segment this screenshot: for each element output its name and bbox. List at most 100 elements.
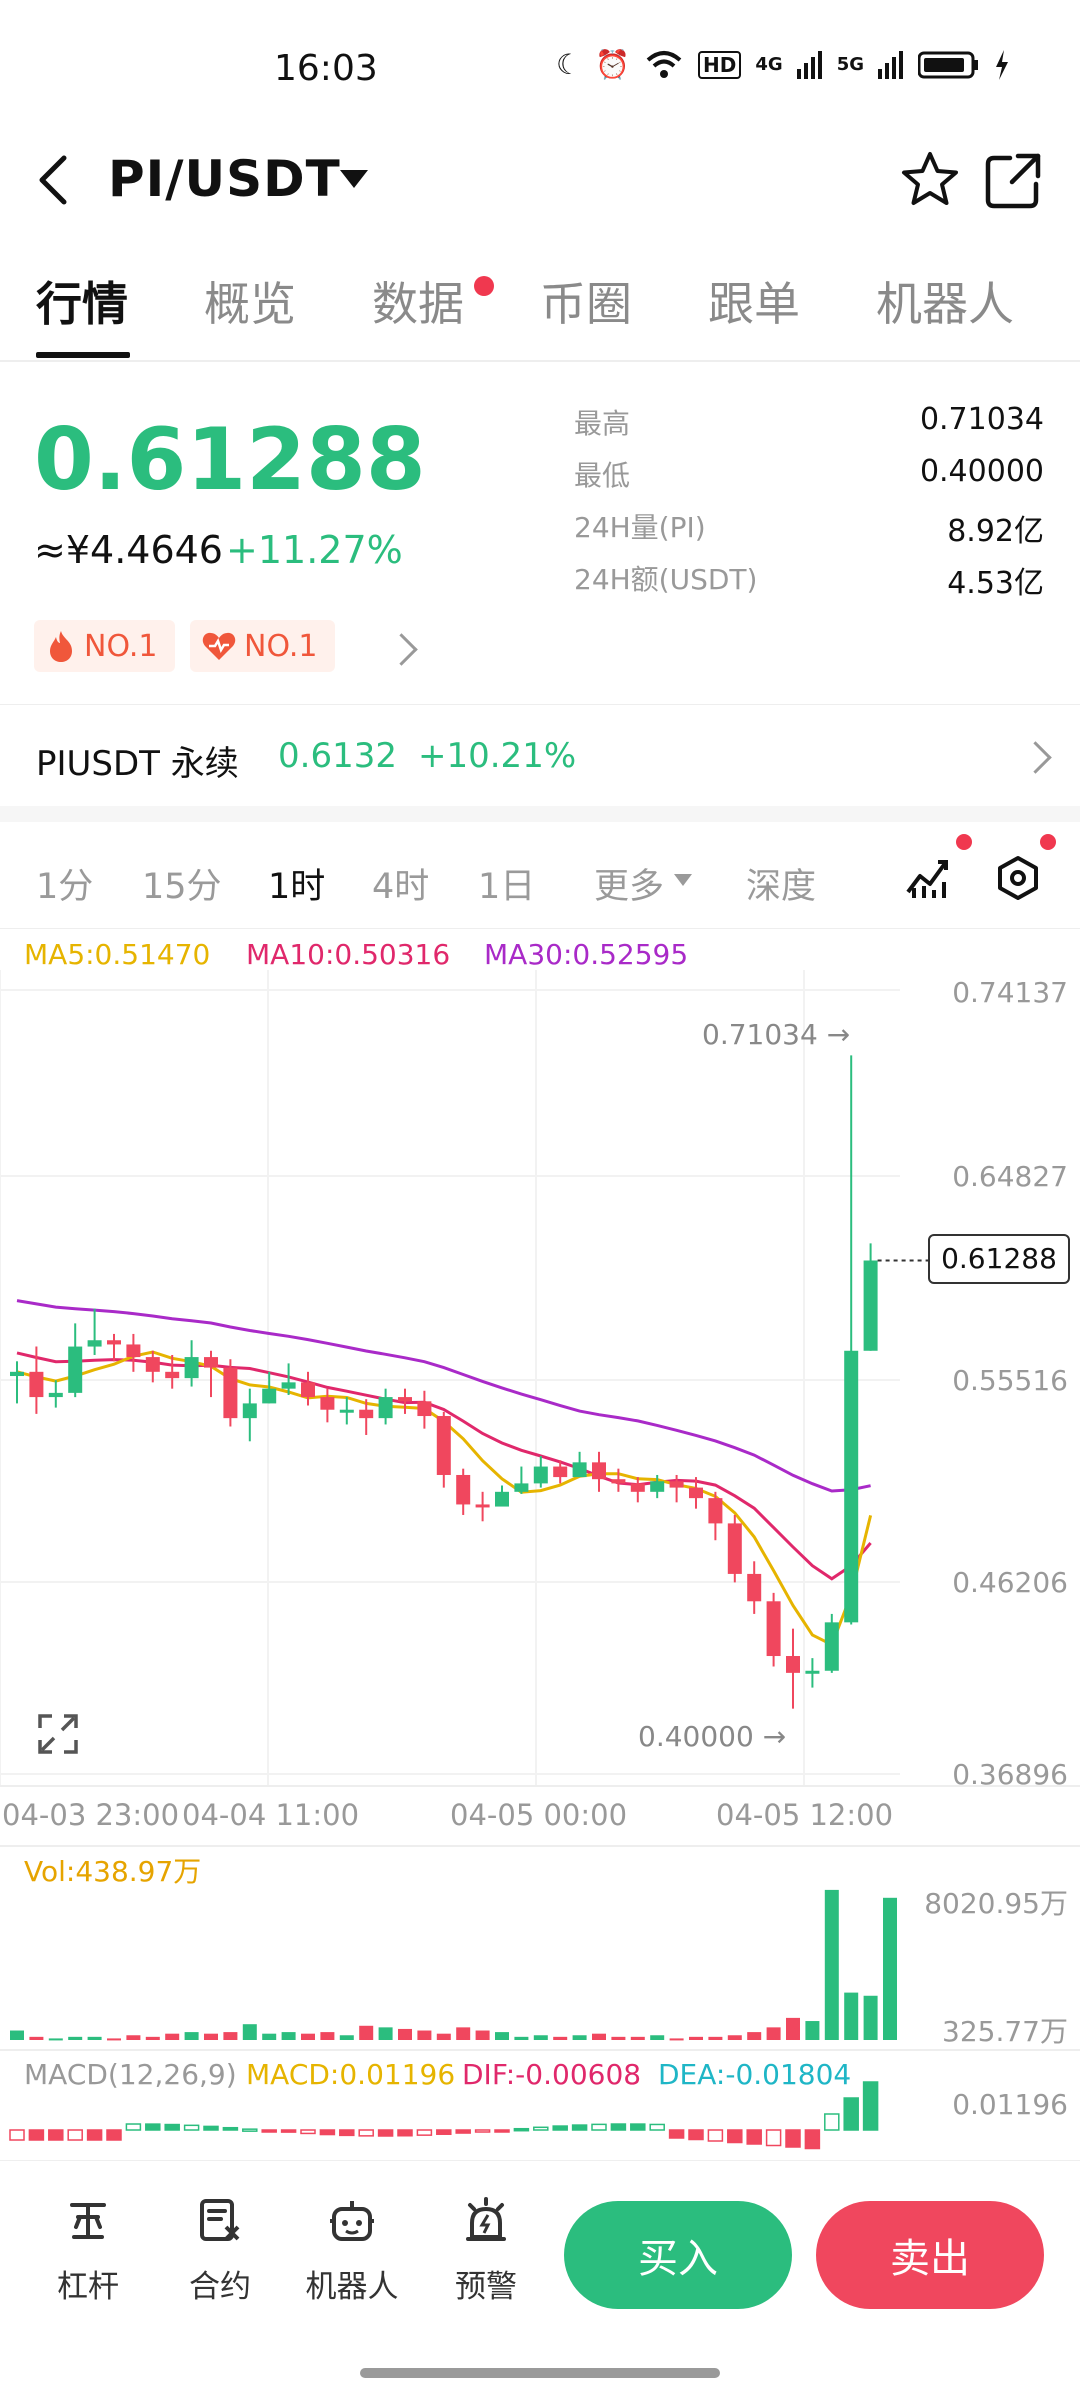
tab-coin-circle[interactable]: 币圈 (540, 277, 632, 331)
interval-1h[interactable]: 1时 (268, 867, 326, 907)
macd-bar (862, 2081, 879, 2131)
tab-copy-trade[interactable]: 跟单 (708, 277, 800, 331)
stat-high-value: 0.71034 (919, 402, 1044, 437)
gain-rank-badge[interactable]: NO.1 (190, 620, 336, 672)
volume-bar (29, 2036, 44, 2040)
tab-bot[interactable]: 机器人 (876, 277, 1014, 331)
tab-bar: 行情 概览 数据 币圈 跟单 机器人 (0, 268, 1080, 358)
battery-icon (918, 51, 978, 78)
interval-1d[interactable]: 1日 (478, 867, 536, 907)
price-axis-label: 0.55516 (952, 1364, 1068, 1397)
tab-data[interactable]: 数据 (372, 277, 464, 331)
macd-bar (688, 2129, 704, 2141)
candle-body (242, 1403, 257, 1419)
dif-value: DIF:-0.00608 (462, 2058, 642, 2091)
indicator-icon[interactable] (904, 854, 952, 902)
section-gap (0, 806, 1080, 822)
home-indicator[interactable] (360, 2368, 720, 2378)
sell-button[interactable]: 卖出 (816, 2201, 1044, 2309)
macd-bar (765, 2129, 782, 2147)
interval-1m[interactable]: 1分 (36, 867, 94, 907)
macd-bar (649, 2123, 665, 2131)
volume-bar (669, 2038, 684, 2041)
candle-body (630, 1483, 645, 1492)
candle-body (359, 1409, 374, 1419)
interval-more[interactable]: 更多 (594, 867, 665, 907)
volume-axis-label: 325.77万 (942, 2015, 1068, 2048)
rank-more-chevron-icon[interactable] (385, 633, 418, 666)
perpetual-row[interactable]: PIUSDT 永续 0.6132 +10.21% (0, 706, 1080, 806)
leverage-icon (70, 2203, 106, 2239)
macd-bar (48, 2129, 64, 2141)
volume-bar (281, 2032, 296, 2040)
share-icon[interactable] (982, 148, 1046, 212)
macd-bar (416, 2129, 433, 2136)
volume-bar (514, 2036, 529, 2040)
candle-body (281, 1382, 296, 1389)
volume-bar (184, 2032, 199, 2040)
time-axis-label: 04-04 11:00 (182, 1798, 360, 1832)
moon-icon: ☾ (556, 48, 582, 81)
volume-bar (553, 2036, 568, 2040)
interval-4h[interactable]: 4时 (372, 867, 430, 907)
stat-amount-label: 24H额(USDT) (574, 563, 758, 596)
fullscreen-icon[interactable] (36, 1712, 80, 1756)
interval-15m[interactable]: 15分 (142, 867, 222, 907)
bot-button[interactable]: 机器人 (302, 2197, 402, 2306)
macd-bar (28, 2129, 45, 2141)
robot-icon (330, 2201, 374, 2241)
macd-bar (319, 2129, 336, 2136)
time-axis-label: 04-05 00:00 (450, 1798, 628, 1832)
candle-body (320, 1397, 335, 1410)
candle-body (689, 1487, 703, 1499)
candle-body (378, 1397, 393, 1419)
alert-button[interactable]: 预警 (436, 2197, 536, 2306)
more-dropdown-icon (674, 874, 692, 886)
volume-bar (863, 1995, 878, 2040)
buy-button[interactable]: 买入 (564, 2201, 792, 2309)
contract-button[interactable]: 合约 (170, 2197, 270, 2306)
pair-title[interactable]: PI/USDT (108, 150, 341, 208)
candle-body (87, 1340, 102, 1347)
heart-chart-icon (202, 632, 236, 660)
candle-body (863, 1260, 878, 1351)
candle-body (339, 1409, 354, 1413)
volume-bar (107, 2038, 121, 2041)
macd-bar (804, 2129, 821, 2150)
volume-bar (533, 2035, 548, 2040)
back-arrow-icon[interactable] (34, 154, 74, 206)
settings-hexagon-icon[interactable] (994, 854, 1042, 902)
macd-bar (300, 2129, 316, 2135)
volume-bar (359, 2025, 374, 2040)
last-price-marker: 0.61288 (928, 1234, 1070, 1284)
volume-bar (87, 2036, 102, 2040)
candle-body (223, 1367, 238, 1419)
candle-body (514, 1483, 529, 1492)
volume-bar (204, 2033, 218, 2040)
candle-body (592, 1462, 606, 1480)
macd-bar (513, 2127, 530, 2132)
macd-bar (358, 2129, 374, 2137)
stat-amount-value: 4.53亿 (947, 566, 1044, 601)
leverage-button[interactable]: 杠杆 (38, 2197, 138, 2306)
contract-icon (200, 2199, 240, 2241)
hot-rank-badge[interactable]: NO.1 (34, 620, 176, 672)
tab-data-notification-dot (474, 276, 494, 296)
stat-vol-value: 8.92亿 (947, 514, 1044, 549)
perp-change: +10.21% (418, 736, 577, 776)
volume-bar (592, 2033, 606, 2040)
candle-body (184, 1357, 199, 1379)
candlestick-chart[interactable] (0, 960, 1080, 2160)
pair-dropdown-icon[interactable] (340, 170, 368, 188)
tab-market[interactable]: 行情 (36, 277, 128, 331)
tab-overview[interactable]: 概览 (204, 277, 296, 331)
volume-bar (475, 2030, 490, 2040)
dea-value: DEA:-0.01804 (658, 2058, 852, 2091)
macd-bar (843, 2097, 859, 2131)
wifi-icon (646, 50, 682, 78)
volume-bar (398, 2028, 412, 2040)
macd-bar (824, 2113, 840, 2131)
interval-depth[interactable]: 深度 (746, 867, 817, 907)
bot-label: 机器人 (305, 2269, 399, 2305)
favorite-star-icon[interactable] (898, 148, 962, 212)
